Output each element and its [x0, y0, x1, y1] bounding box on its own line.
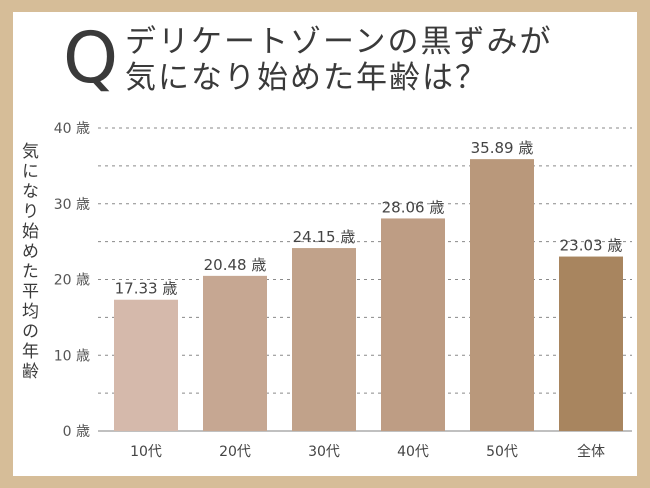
bar: [470, 159, 534, 432]
x-tick-label: 50代: [486, 444, 518, 460]
q-mark: Q: [63, 17, 119, 99]
x-tick-label: 20代: [219, 444, 251, 460]
y-tick-label: 0 歳: [63, 424, 90, 440]
data-label: 23.03 歳: [560, 237, 623, 255]
data-label: 28.06 歳: [382, 198, 445, 216]
data-label: 35.89 歳: [471, 139, 534, 157]
y-tick-label: 40 歳: [54, 121, 90, 137]
chart-title: デリケートゾーンの黒ずみが 気になり始めた年齢は？: [125, 24, 552, 96]
bar: [203, 275, 267, 431]
y-tick-label: 10 歳: [54, 348, 90, 364]
x-tick-label: 全体: [577, 443, 605, 460]
chart-title-line2: 気になり始めた年齢は？: [125, 60, 488, 96]
data-label: 17.33 歳: [115, 280, 178, 298]
x-tick-label: 10代: [130, 444, 162, 460]
data-label: 20.48 歳: [204, 256, 267, 274]
y-tick-label: 30 歳: [54, 197, 90, 213]
x-tick-label: 40代: [397, 444, 429, 460]
y-tick-label: 20 歳: [54, 273, 90, 289]
bar: [559, 256, 623, 431]
chart-title-line1: デリケートゾーンの黒ずみが: [125, 24, 553, 60]
x-tick-label: 30代: [308, 444, 340, 460]
bar: [114, 299, 178, 431]
data-label: 24.15 歳: [293, 228, 356, 246]
y-axis-label: 気になり始めた平均の年齢: [18, 142, 38, 382]
bar: [381, 218, 445, 431]
bar: [292, 248, 356, 431]
